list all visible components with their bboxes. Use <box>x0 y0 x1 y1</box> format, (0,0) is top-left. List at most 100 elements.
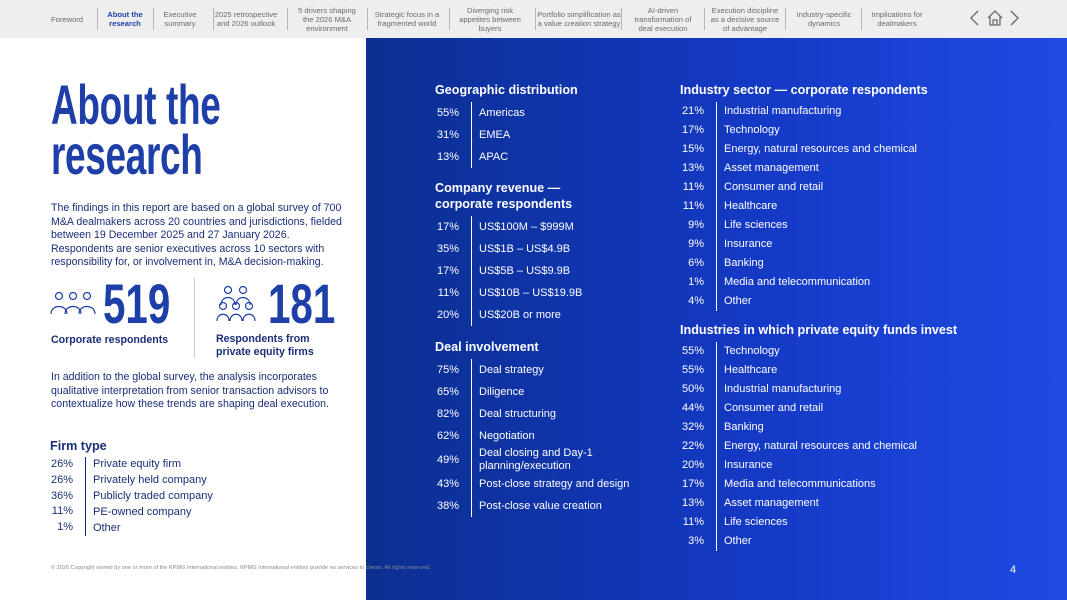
nav-item[interactable]: AI-driven transformation of deal executi… <box>634 5 692 33</box>
row-label: Other <box>85 520 310 536</box>
nav-separator <box>860 8 862 30</box>
percentage: 62% <box>436 430 459 442</box>
list-row: 26% Privately held company <box>50 472 310 489</box>
group-icon <box>216 285 256 322</box>
nav-item[interactable]: Foreword <box>50 14 84 24</box>
nav-icons[interactable] <box>966 8 1026 28</box>
page-number: 4 <box>1010 564 1017 576</box>
row-label: Energy, natural resources and chemical <box>716 437 984 456</box>
section-title: Industry sector — corporate respondents <box>680 83 928 97</box>
list-row: 21% Industrial manufacturing <box>680 102 984 121</box>
list-row: 3% Other <box>680 532 984 551</box>
percentage: 11% <box>682 516 704 528</box>
nav-separator <box>213 8 214 30</box>
list-row: 22% Energy, natural resources and chemica… <box>680 437 984 456</box>
list-row: 75% Deal strategy <box>435 359 639 381</box>
row-label: EMEA <box>471 124 644 146</box>
nav-item[interactable]: Implications for dealmakers <box>871 10 923 28</box>
stat-number: 181 <box>268 272 336 335</box>
row-label: Industrial manufacturing <box>716 380 984 399</box>
list-row: 1% Media and telecommunication <box>680 273 984 292</box>
list-row: 17% US$100M – $999M <box>435 216 644 238</box>
row-label: Healthcare <box>716 361 984 380</box>
list-row: 20% US$20B or more <box>435 304 644 326</box>
list-row: 11% Life sciences <box>680 513 984 532</box>
list-row: 55% Americas <box>435 102 644 124</box>
nav-item[interactable]: Industry-specific dynamics <box>796 10 852 28</box>
list-row: 11% US$10B – US$19.9B <box>435 282 644 304</box>
percentage: 32% <box>681 421 704 433</box>
row-label: Industrial manufacturing <box>716 102 984 121</box>
nav-item[interactable]: Strategic focus in a fragmented world <box>374 10 440 28</box>
row-label: Privately held company <box>85 472 310 489</box>
list-row: 62% Negotiation <box>435 425 639 447</box>
list-row: 6% Banking <box>680 254 984 273</box>
intro-text: The findings in this report are based on… <box>51 202 342 269</box>
percentage: 49% <box>436 454 459 466</box>
list-row: 38% Post-close value creation <box>435 495 639 517</box>
divider <box>194 278 195 358</box>
list-row: 20% Insurance <box>680 456 984 475</box>
row-label: Asset management <box>716 159 984 178</box>
row-label: PE-owned company <box>85 504 310 521</box>
row-label: US$10B – US$19.9B <box>471 282 644 304</box>
note-text: In addition to the global survey, the an… <box>51 371 329 411</box>
stat-label: Respondents from private equity firms <box>216 333 314 358</box>
list-row: 13% Asset management <box>680 494 984 513</box>
data-section: Industry sector — corporate respondents 2… <box>680 82 984 311</box>
percentage: 20% <box>436 309 459 321</box>
percentage: 43% <box>436 478 459 490</box>
stat-number: 519 <box>103 272 171 335</box>
nav-bar: Foreword About the research Executive summ… <box>0 0 1067 38</box>
percentage: 9% <box>688 238 704 250</box>
percentage: 31% <box>436 129 459 141</box>
nav-item[interactable]: About the research <box>107 10 143 28</box>
list-row: 11% Consumer and retail <box>680 178 984 197</box>
row-label: Insurance <box>716 456 984 475</box>
percentage: 65% <box>436 386 459 398</box>
section-rows: 17% US$100M – $999M 35% US$1B – US$4.9B 17% U… <box>435 216 644 326</box>
row-label: Life sciences <box>716 513 984 532</box>
percentage: 17% <box>436 265 459 277</box>
percentage: 82% <box>436 408 459 420</box>
percentage: 13% <box>681 162 704 174</box>
list-row: 31% EMEA <box>435 124 644 146</box>
list-row: 4% Other <box>680 292 984 311</box>
percentage: 4% <box>688 295 704 307</box>
row-label: Diligence <box>471 381 639 403</box>
row-label: Technology <box>716 121 984 140</box>
nav-item[interactable]: Executive summary <box>163 10 197 28</box>
percentage: 1% <box>57 521 73 534</box>
row-label: APAC <box>471 146 644 168</box>
section-rows: 26% Private equity firm 26% Privately held … <box>50 457 310 536</box>
nav-item[interactable]: Portfolio simplification as a value crea… <box>537 10 621 28</box>
stat-label: Corporate respondents <box>51 334 169 346</box>
nav-separator <box>152 8 154 30</box>
list-row: 13% Asset management <box>680 159 984 178</box>
nav-item[interactable]: 2025 retrospective and 2026 outlook <box>214 10 278 28</box>
percentage: 38% <box>436 500 459 512</box>
list-row: 36% Publicly traded company <box>50 488 310 505</box>
percentage: 9% <box>688 219 704 231</box>
percentage: 20% <box>681 459 704 471</box>
section-rows: 21% Industrial manufacturing 17% Technology… <box>680 102 984 311</box>
row-label: Banking <box>716 254 984 273</box>
page-title: About the research <box>51 73 221 186</box>
nav-separator <box>534 8 536 30</box>
nav-item[interactable]: 5 drivers shaping the 2026 M&A environme… <box>298 5 356 33</box>
percentage: 22% <box>681 440 704 452</box>
percentage: 3% <box>688 535 704 547</box>
list-row: 26% Private equity firm <box>50 457 310 473</box>
nav-separator <box>286 8 288 30</box>
list-row: 11% Healthcare <box>680 197 984 216</box>
percentage: 11% <box>682 200 704 212</box>
people-icon <box>50 291 96 315</box>
section-rows: 55% Technology 55% Healthcare 50% Industrial … <box>680 342 984 551</box>
percentage: 17% <box>436 221 459 233</box>
percentage: 6% <box>688 257 704 269</box>
nav-item[interactable]: Diverging risk appetites between buyers <box>459 5 521 33</box>
row-label: Insurance <box>716 235 984 254</box>
nav-item[interactable]: Execution discipline as a decisive sourc… <box>710 5 780 33</box>
data-section: Geographic distribution 55% Americas 31% EME… <box>435 82 644 168</box>
nav-separator <box>97 8 98 30</box>
